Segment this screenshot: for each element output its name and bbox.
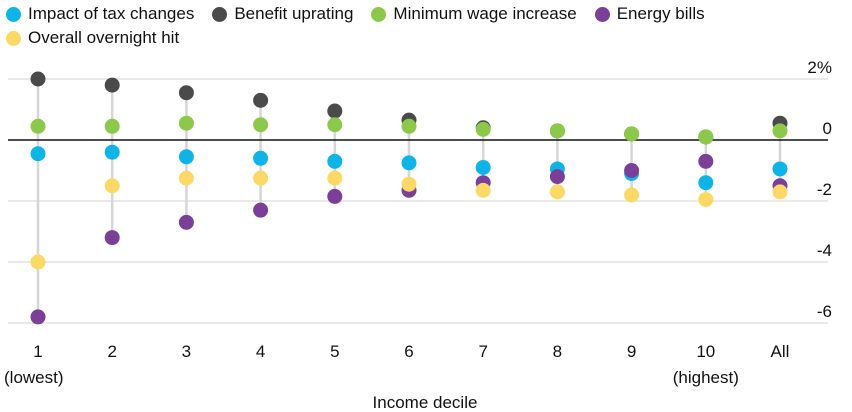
- x-tick-label: 7: [478, 342, 487, 361]
- point-minimum-wage-increase: [698, 129, 714, 145]
- x-tick-label: 1: [33, 342, 42, 361]
- point-impact-of-tax-changes: [401, 155, 417, 171]
- point-overall-overnight-hit: [401, 176, 417, 192]
- legend-item: Overall overnight hit: [6, 28, 179, 48]
- point-benefit-uprating: [104, 77, 120, 93]
- y-tick-label: -4: [817, 241, 832, 260]
- y-axis-tick-labels: 2% 0 -2 -4 -6: [807, 58, 832, 321]
- legend-label: Minimum wage increase: [393, 4, 577, 23]
- legend-item: Benefit uprating: [212, 4, 353, 24]
- point-impact-of-tax-changes: [327, 153, 343, 169]
- point-impact-of-tax-changes: [698, 175, 714, 191]
- legend-label: Impact of tax changes: [28, 4, 195, 23]
- point-benefit-uprating: [253, 92, 269, 108]
- point-overall-overnight-hit: [772, 184, 788, 200]
- point-overall-overnight-hit: [327, 170, 343, 186]
- legend-swatch: [594, 6, 610, 22]
- point-impact-of-tax-changes: [104, 144, 120, 160]
- point-energy-bills: [698, 153, 714, 169]
- point-energy-bills: [327, 188, 343, 204]
- point-minimum-wage-increase: [253, 117, 269, 133]
- x-axis-title: Income decile: [373, 393, 478, 412]
- legend: Impact of tax changes Benefit uprating Min…: [6, 2, 846, 50]
- x-tick-label: 9: [627, 342, 636, 361]
- x-tick-sublabel: (lowest): [4, 368, 64, 387]
- point-minimum-wage-increase: [401, 118, 417, 134]
- point-overall-overnight-hit: [549, 184, 565, 200]
- legend-row: Overall overnight hit: [6, 26, 846, 50]
- x-tick-label: 10: [696, 342, 715, 361]
- point-overall-overnight-hit: [624, 187, 640, 203]
- point-minimum-wage-increase: [30, 118, 46, 134]
- x-tick-label: All: [771, 342, 790, 361]
- point-energy-bills: [549, 169, 565, 185]
- point-energy-bills: [178, 214, 194, 230]
- y-tick-label: -6: [817, 302, 832, 321]
- point-overall-overnight-hit: [178, 170, 194, 186]
- legend-item: Minimum wage increase: [371, 4, 577, 24]
- point-minimum-wage-increase: [549, 123, 565, 139]
- point-impact-of-tax-changes: [772, 161, 788, 177]
- legend-swatch: [212, 6, 228, 22]
- point-impact-of-tax-changes: [253, 150, 269, 166]
- gridlines: [8, 78, 828, 324]
- x-tick-sublabel: (highest): [673, 368, 739, 387]
- legend-item: Energy bills: [594, 4, 705, 24]
- point-energy-bills: [253, 202, 269, 218]
- point-energy-bills: [104, 230, 120, 246]
- point-energy-bills: [30, 309, 46, 325]
- legend-row: Impact of tax changes Benefit uprating Min…: [6, 2, 846, 26]
- y-tick-label: 0: [823, 119, 832, 138]
- point-minimum-wage-increase: [475, 121, 491, 137]
- point-overall-overnight-hit: [30, 254, 46, 270]
- point-benefit-uprating: [327, 103, 343, 119]
- x-tick-label: 4: [256, 342, 265, 361]
- point-minimum-wage-increase: [624, 126, 640, 142]
- legend-label: Benefit uprating: [234, 4, 354, 23]
- point-overall-overnight-hit: [698, 191, 714, 207]
- y-tick-label: 2%: [807, 58, 832, 77]
- point-impact-of-tax-changes: [475, 159, 491, 175]
- point-energy-bills: [624, 163, 640, 178]
- data-points: [30, 71, 788, 325]
- x-tick-label: 2: [107, 342, 116, 361]
- legend-swatch: [6, 30, 21, 46]
- point-minimum-wage-increase: [178, 115, 194, 131]
- point-overall-overnight-hit: [475, 182, 491, 198]
- x-tick-label: 3: [182, 342, 191, 361]
- point-minimum-wage-increase: [327, 117, 343, 133]
- point-impact-of-tax-changes: [178, 149, 194, 165]
- y-tick-label: -2: [817, 180, 832, 199]
- legend-label: Energy bills: [616, 4, 705, 23]
- legend-item: Impact of tax changes: [6, 4, 194, 24]
- x-tick-label: 6: [404, 342, 413, 361]
- legend-swatch: [371, 6, 387, 22]
- point-benefit-uprating: [178, 85, 194, 101]
- legend-swatch: [6, 6, 21, 22]
- point-benefit-uprating: [30, 71, 46, 87]
- legend-label: Overall overnight hit: [28, 28, 180, 47]
- x-tick-label: 5: [330, 342, 339, 361]
- point-impact-of-tax-changes: [30, 146, 46, 162]
- x-tick-label: 8: [553, 342, 562, 361]
- point-minimum-wage-increase: [104, 118, 120, 134]
- point-overall-overnight-hit: [104, 178, 120, 194]
- point-minimum-wage-increase: [772, 123, 788, 139]
- point-overall-overnight-hit: [253, 170, 269, 186]
- x-axis-tick-labels: 1 (lowest) 2 3 4 5 6 7 8 9 10 (highest) All: [4, 342, 789, 387]
